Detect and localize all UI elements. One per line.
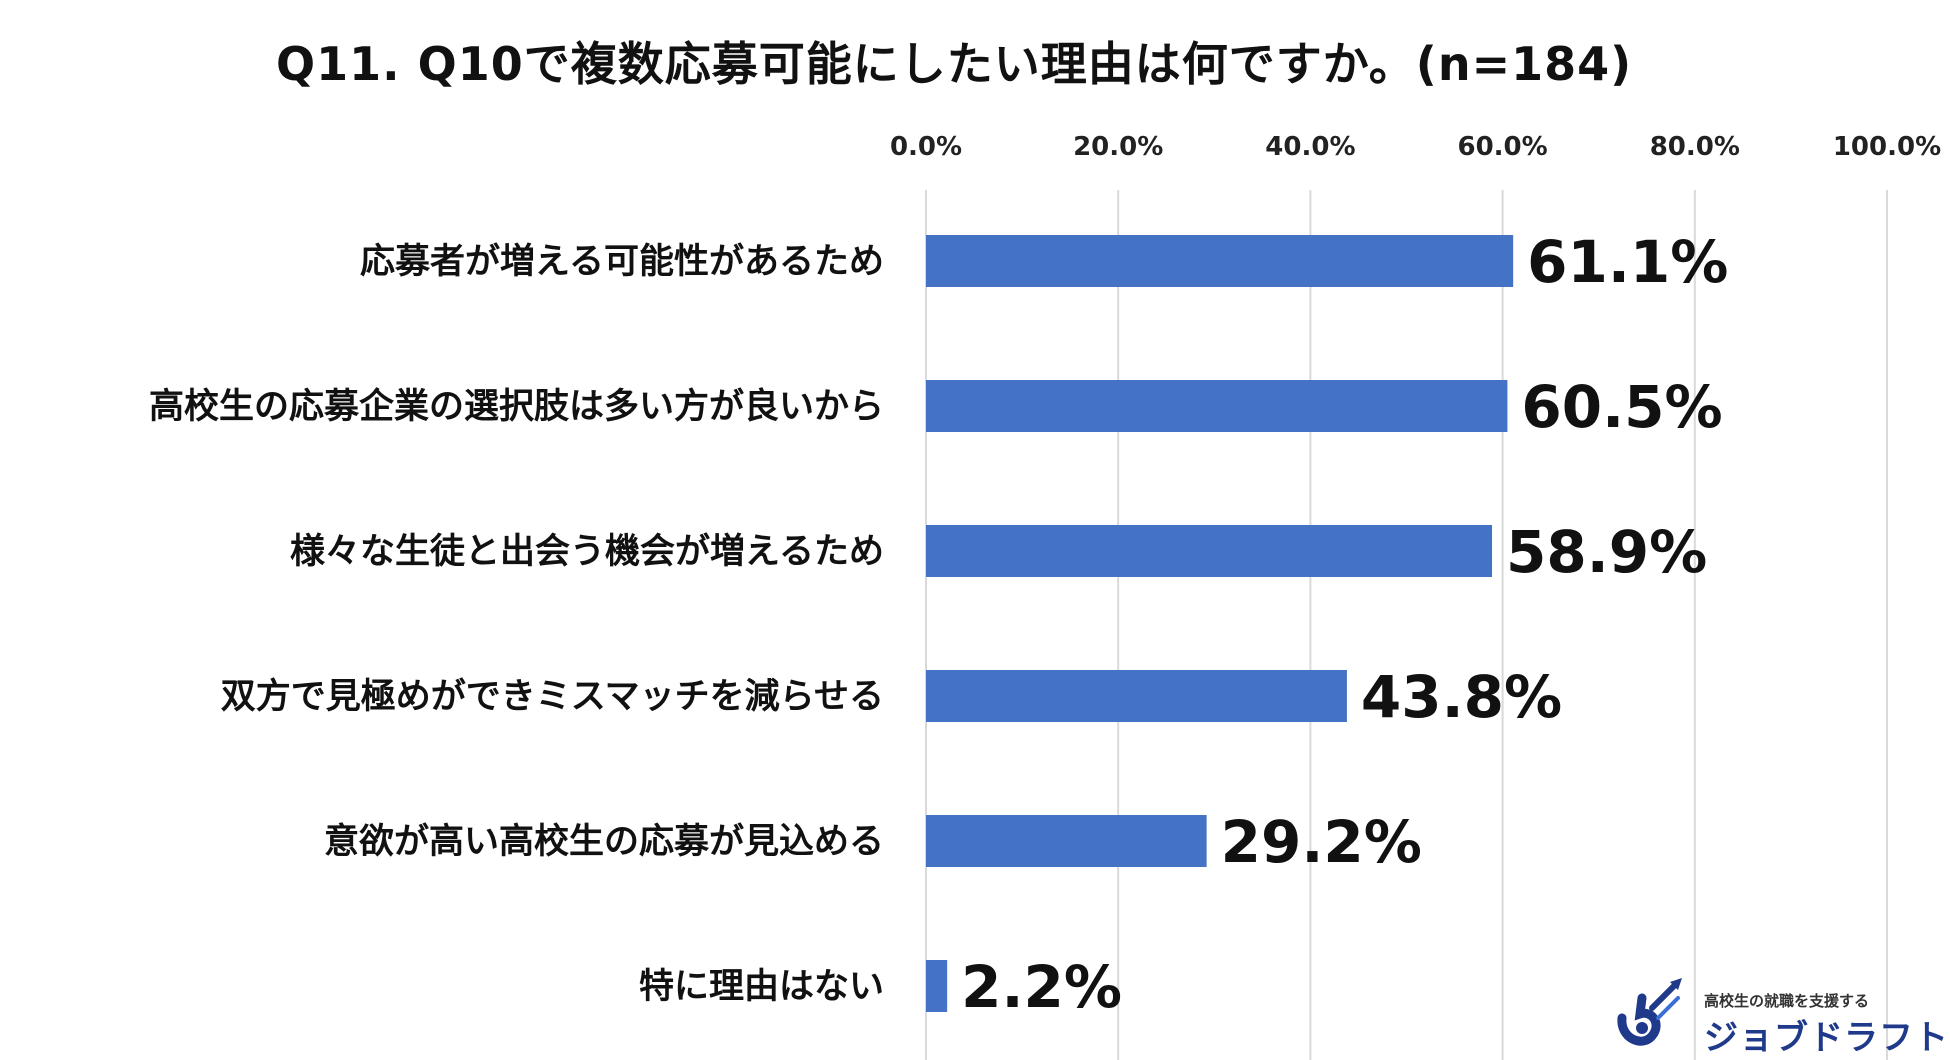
category-label: 特に理由はない: [639, 967, 884, 1007]
x-tick-label: 80.0%: [1650, 132, 1740, 162]
bar: [926, 815, 1207, 867]
value-label: 29.2%: [1221, 808, 1422, 876]
logo-mark-icon: [1617, 978, 1682, 1046]
logo-name: ジョブドラフト: [1704, 1018, 1949, 1058]
value-labels: 61.1% 60.5% 58.9% 43.8% 29.2% 2.2%: [961, 228, 1728, 1021]
x-tick-label: 0.0%: [890, 132, 962, 162]
value-label: 2.2%: [961, 953, 1122, 1021]
gridlines: [925, 190, 1888, 1060]
x-axis-tick-labels: 0.0% 20.0% 40.0% 60.0% 80.0% 100.0%: [890, 132, 1941, 162]
x-tick-label: 20.0%: [1073, 132, 1163, 162]
bar: [926, 960, 948, 1012]
logo-tagline: 高校生の就職を支援する: [1704, 992, 1870, 1010]
value-label: 43.8%: [1361, 663, 1562, 731]
bars: [926, 235, 1514, 1012]
x-tick-label: 60.0%: [1457, 132, 1547, 162]
chart-title: Q11. Q10で複数応募可能にしたい理由は何ですか。(n=184): [276, 37, 1633, 91]
category-label: 高校生の応募企業の選択肢は多い方が良いから: [149, 386, 884, 427]
x-tick-label: 40.0%: [1265, 132, 1355, 162]
category-labels: 応募者が増える可能性があるため高校生の応募企業の選択肢は多い方が良いから様々な生…: [149, 242, 884, 1007]
value-label: 60.5%: [1521, 373, 1722, 441]
value-label: 61.1%: [1527, 228, 1728, 296]
category-label: 双方で見極めができミスマッチを減らせる: [221, 677, 884, 717]
jobdraft-logo: 高校生の就職を支援する ジョブドラフト: [1612, 976, 1948, 1058]
value-label: 58.9%: [1506, 518, 1707, 586]
category-label: 応募者が増える可能性があるため: [360, 242, 884, 282]
bar: [926, 670, 1347, 722]
category-label: 意欲が高い高校生の応募が見込める: [324, 822, 884, 862]
bar: [926, 525, 1493, 577]
bar: [926, 380, 1508, 432]
category-label: 様々な生徒と出会う機会が増えるため: [290, 532, 884, 572]
bar: [926, 235, 1514, 287]
x-tick-label: 100.0%: [1833, 132, 1941, 162]
